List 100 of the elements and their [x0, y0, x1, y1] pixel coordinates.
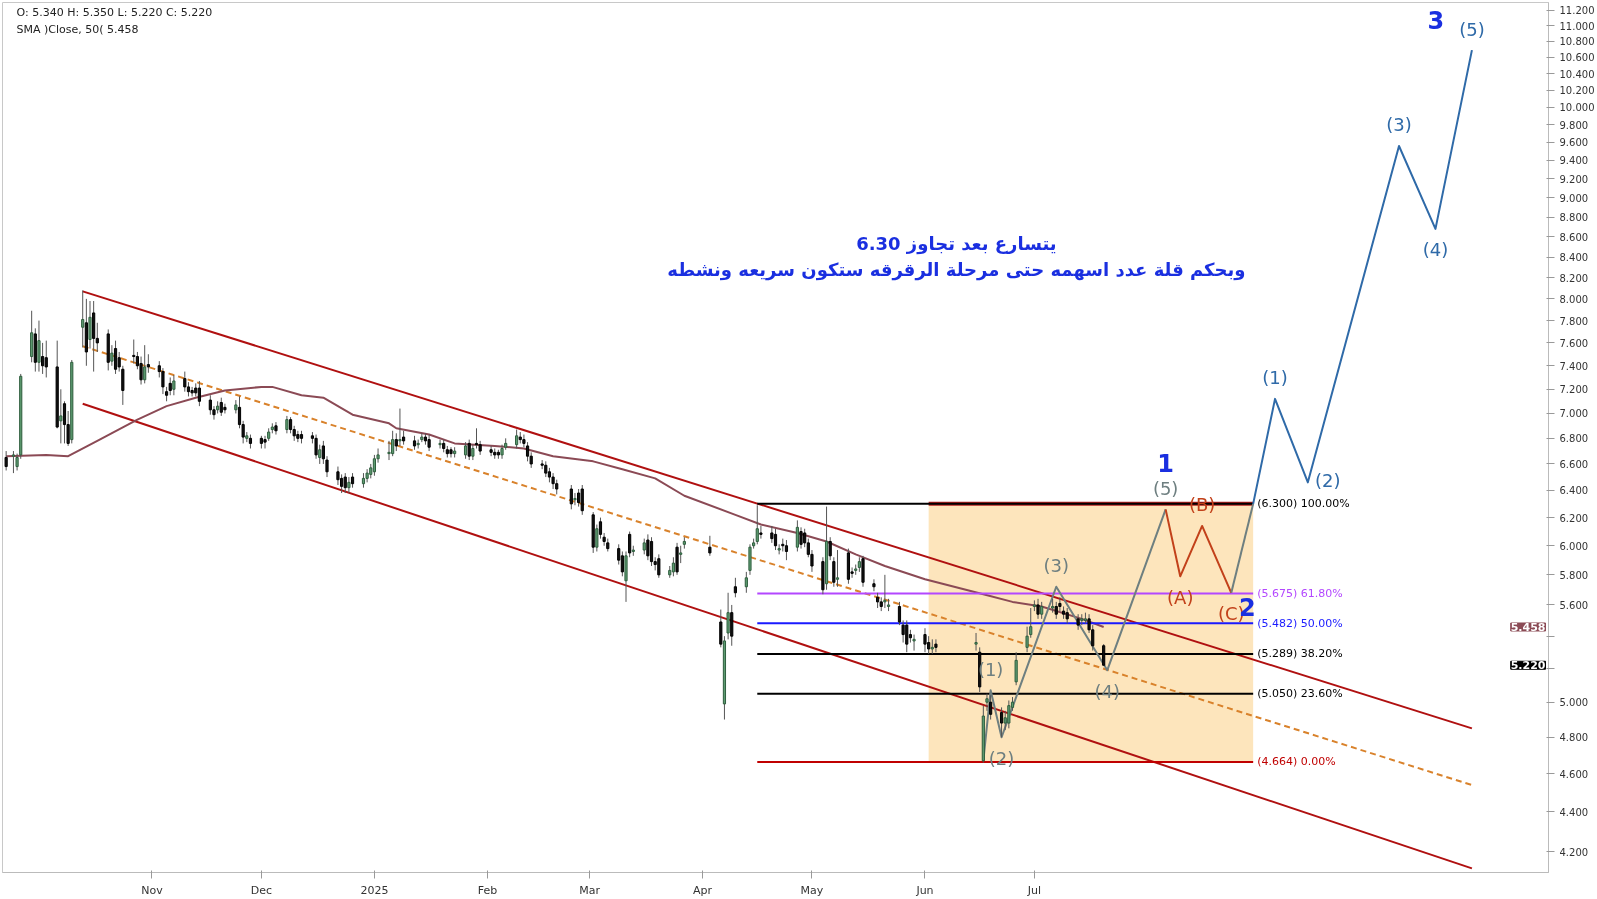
candlestick	[190, 386, 194, 397]
annotation: (2)	[1315, 469, 1341, 491]
candlestick	[30, 310, 34, 363]
y-tick-label: 8.200	[1559, 272, 1589, 284]
annotation: (5)	[1152, 477, 1179, 499]
candlestick	[744, 571, 748, 594]
candlestick	[438, 439, 442, 449]
candlestick	[474, 427, 479, 449]
candlestick	[708, 535, 712, 557]
y-tick-label: 5.600	[1559, 599, 1589, 611]
candlestick	[398, 408, 402, 447]
y-tick-label: 10.800	[1559, 36, 1595, 48]
candlestick	[799, 526, 803, 550]
candlestick	[828, 536, 832, 561]
candlestick	[1014, 651, 1018, 686]
y-tick-label: 6.400	[1559, 485, 1589, 497]
candlestick	[59, 388, 63, 444]
candlestick	[657, 553, 661, 579]
y-tick-label: 10.400	[1559, 68, 1595, 80]
candlestick	[172, 374, 176, 396]
y-tick-label: 11.000	[1559, 20, 1595, 32]
series-label: (5.482) 50.00%	[1257, 616, 1343, 630]
annotation: (5)	[1459, 18, 1485, 40]
series-label: (5.050) 23.60%	[1257, 687, 1343, 701]
y-tick-label: 4.400	[1559, 806, 1589, 818]
candlestick	[274, 421, 278, 436]
candlestick	[183, 371, 187, 393]
candlestick	[861, 555, 865, 588]
candlestick	[620, 550, 624, 577]
annotation: (3)	[1043, 555, 1070, 577]
candlestick	[649, 536, 654, 567]
y-tick-label: 4.600	[1559, 768, 1589, 780]
y-tick-label: 7.400	[1559, 360, 1589, 372]
series-label: (6.300) 100.00%	[1257, 497, 1350, 511]
annotation: (3)	[1386, 114, 1412, 136]
candlestick	[343, 472, 347, 494]
y-tick-label: 9.200	[1559, 173, 1589, 185]
y-tick-label: 6.200	[1559, 512, 1589, 524]
annotation: 5.220	[1510, 659, 1546, 673]
candlestick	[314, 434, 318, 460]
y-tick-label: 8.600	[1559, 231, 1589, 243]
candlestick	[347, 476, 351, 494]
y-tick-label: 9.000	[1559, 192, 1589, 204]
y-tick-label: 5.800	[1559, 569, 1589, 581]
candlestick	[551, 472, 555, 490]
candlestick	[974, 632, 978, 652]
y-tick-label: 10.200	[1559, 85, 1595, 97]
y-tick-label: 5.000	[1559, 697, 1589, 709]
y-tick-label: 10.600	[1559, 52, 1595, 64]
annotation: 5.458	[1510, 620, 1546, 634]
y-tick-label: 9.800	[1559, 119, 1589, 131]
candlestick	[146, 353, 150, 374]
y-tick-label: 7.200	[1559, 384, 1589, 396]
x-tick-label: May	[800, 883, 824, 897]
y-tick-label: 8.400	[1559, 252, 1589, 263]
candlestick	[1076, 613, 1080, 631]
series-label: (5.289) 38.20%	[1257, 647, 1343, 661]
annotation: وبحكم قلة عدد اسهمه حتى مرحلة الرقرقه ستكون سريعه ونشطه	[667, 258, 1246, 281]
candlestick	[835, 549, 840, 588]
candlestick	[387, 440, 391, 461]
annotation: يتسارع بعد تجاوز 6.30	[856, 233, 1057, 256]
x-tick-label: 2025	[360, 883, 389, 897]
candlestick	[573, 492, 577, 506]
x-tick-label: Dec	[250, 883, 273, 897]
candlestick	[569, 484, 573, 510]
candlestick	[912, 634, 916, 652]
candlestick	[999, 706, 1004, 738]
candlestick	[113, 340, 118, 375]
candlestick	[748, 543, 752, 576]
candlestick	[62, 400, 67, 444]
y-tick-label: 4.800	[1559, 732, 1589, 744]
y-tick-label: 7.000	[1559, 408, 1589, 420]
y-tick-label: 10.000	[1559, 102, 1595, 114]
y-tick-label: 7.800	[1559, 315, 1589, 327]
candlestick	[110, 344, 114, 367]
candlestick	[208, 394, 212, 416]
candlestick	[755, 504, 759, 545]
y-tick-label: 8.000	[1559, 293, 1589, 305]
candlestick	[223, 403, 227, 414]
x-tick-label: Jun	[915, 883, 934, 897]
annotation: (4)	[1422, 239, 1449, 261]
candlestick	[1007, 699, 1011, 729]
candlestick	[4, 450, 8, 471]
candlestick	[489, 445, 493, 457]
x-tick-label: Nov	[141, 883, 164, 897]
candlestick	[726, 592, 730, 640]
x-tick-label: Mar	[579, 883, 601, 897]
y-tick-label: 4.200	[1559, 846, 1589, 858]
x-tick-label: Feb	[477, 883, 498, 897]
candlestick	[37, 320, 41, 373]
candlestick	[759, 525, 763, 540]
candlestick	[143, 344, 147, 384]
y-tick-label: 11.200	[1559, 5, 1595, 17]
annotation: (1)	[1262, 367, 1288, 389]
candlestick	[795, 519, 799, 552]
y-tick-label: 6.800	[1559, 433, 1589, 445]
candlestick	[1036, 598, 1040, 620]
y-tick-label: 7.600	[1559, 337, 1589, 349]
candlestick	[872, 578, 876, 592]
y-tick-label: 9.400	[1559, 155, 1589, 167]
